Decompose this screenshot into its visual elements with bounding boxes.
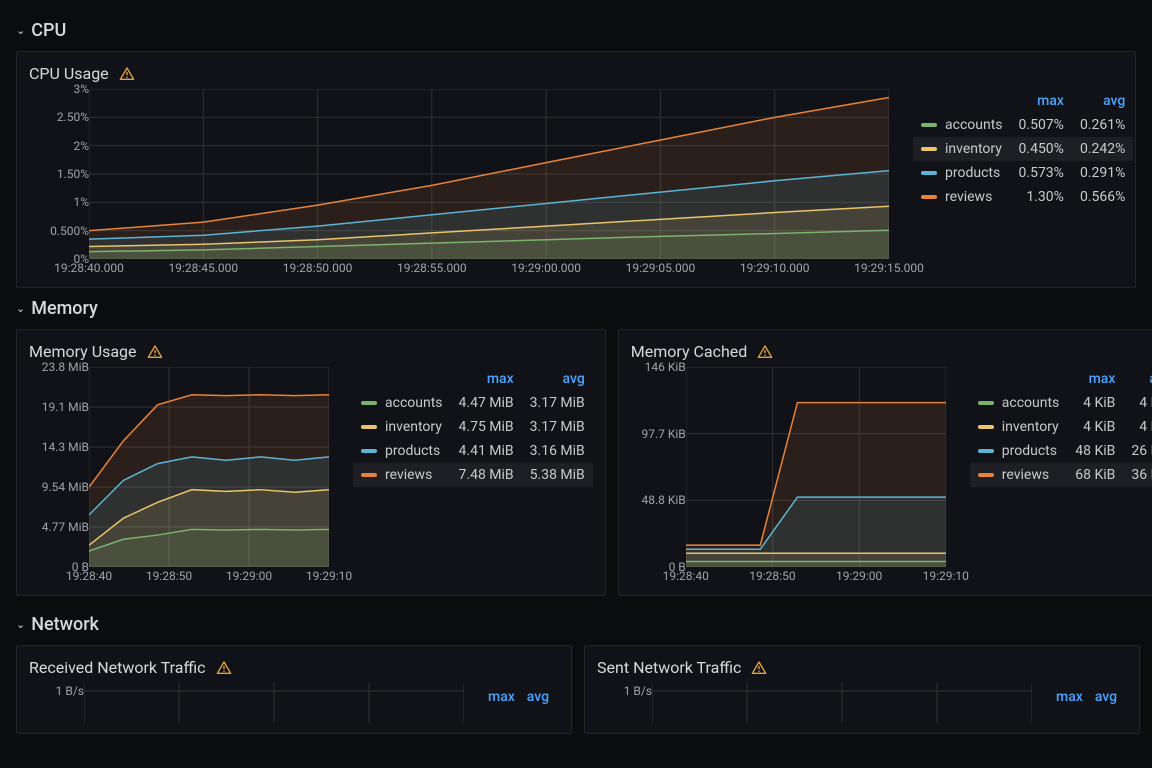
chevron-down-icon: ⌄: [16, 618, 25, 631]
legend-head-avg: avg: [1072, 89, 1133, 113]
x-tick-label: 19:28:40: [66, 569, 112, 583]
section-toggle-network[interactable]: ⌄ Network: [16, 614, 1136, 635]
y-tick-label: 4.77 MiB: [35, 520, 89, 534]
panel-title-text: Received Network Traffic: [29, 658, 206, 677]
legend-head-max: max: [451, 367, 522, 391]
y-tick-label: 3%: [35, 82, 89, 96]
legend-row[interactable]: reviews7.48 MiB5.38 MiB: [353, 463, 593, 487]
net-tx-chart[interactable]: 1 B/s: [597, 683, 1032, 723]
warning-icon[interactable]: [751, 660, 767, 676]
net-rx-chart[interactable]: 1 B/s: [29, 683, 464, 723]
panel-title-text: CPU Usage: [29, 64, 109, 83]
warning-icon[interactable]: [147, 344, 163, 360]
section-title: CPU: [31, 20, 66, 41]
net-rx-legend[interactable]: max avg: [488, 683, 559, 705]
y-tick-label: 1 B/s: [603, 684, 652, 698]
y-tick-label: 1 B/s: [35, 684, 84, 698]
cpu-legend[interactable]: maxavgaccounts0.507%0.261%inventory0.450…: [913, 89, 1133, 209]
x-tick-label: 19:28:45.000: [168, 261, 238, 275]
legend-row[interactable]: reviews1.30%0.566%: [913, 185, 1133, 209]
chevron-down-icon: ⌄: [16, 24, 25, 37]
legend-row[interactable]: products0.573%0.291%: [913, 161, 1133, 185]
y-tick-label: 23.8 MiB: [35, 360, 89, 374]
x-tick-label: 19:29:10.000: [740, 261, 810, 275]
y-tick-label: 2.50%: [35, 110, 89, 124]
x-tick-label: 19:29:15.000: [854, 261, 924, 275]
y-tick-label: 97.7 KiB: [637, 427, 686, 441]
legend-head-avg: avg: [1095, 689, 1117, 705]
x-tick-label: 19:28:50: [749, 569, 795, 583]
cpu-chart[interactable]: 0%0.500%1%1.50%2%2.50%3%19:28:40.00019:2…: [29, 89, 889, 277]
warning-icon[interactable]: [757, 344, 773, 360]
legend-row[interactable]: products4.41 MiB3.16 MiB: [353, 439, 593, 463]
x-tick-label: 19:28:40: [663, 569, 709, 583]
dashboard-page: ⌄ CPU CPU Usage 0%0.500%1%1.50%2%2.50%3%…: [0, 0, 1152, 744]
section-toggle-cpu[interactable]: ⌄ CPU: [16, 20, 1136, 41]
panel-net-tx: Sent Network Traffic 1 B/s max avg: [584, 645, 1140, 734]
y-tick-label: 0.500%: [35, 224, 89, 238]
y-tick-label: 48.8 KiB: [637, 493, 686, 507]
chevron-down-icon: ⌄: [16, 302, 25, 315]
x-tick-label: 19:28:40.000: [54, 261, 124, 275]
y-tick-label: 9.54 MiB: [35, 480, 89, 494]
section-title: Network: [31, 614, 99, 635]
legend-head-avg: avg: [522, 367, 593, 391]
x-tick-label: 19:29:00: [836, 569, 882, 583]
legend-head-max: max: [1011, 89, 1072, 113]
memory-cached-legend[interactable]: maxavgaccounts4 KiB4 KiBinventory4 KiB4 …: [970, 367, 1152, 487]
legend-head-max: max: [1056, 689, 1083, 705]
y-tick-label: 2%: [35, 139, 89, 153]
y-tick-label: 1%: [35, 195, 89, 209]
legend-row[interactable]: inventory4.75 MiB3.17 MiB: [353, 415, 593, 439]
memory-usage-legend[interactable]: maxavgaccounts4.47 MiB3.17 MiBinventory4…: [353, 367, 593, 487]
x-tick-label: 19:29:10: [923, 569, 969, 583]
warning-icon[interactable]: [119, 66, 135, 82]
memory-cached-chart[interactable]: 0 B48.8 KiB97.7 KiB146 KiB19:28:4019:28:…: [631, 367, 946, 585]
x-tick-label: 19:28:50: [146, 569, 192, 583]
warning-icon[interactable]: [216, 660, 232, 676]
legend-row[interactable]: accounts0.507%0.261%: [913, 113, 1133, 137]
net-tx-legend[interactable]: max avg: [1056, 683, 1127, 705]
memory-usage-chart[interactable]: 0 B4.77 MiB9.54 MiB14.3 MiB19.1 MiB23.8 …: [29, 367, 329, 585]
y-tick-label: 19.1 MiB: [35, 400, 89, 414]
legend-head-max: max: [488, 689, 515, 705]
panel-memory-cached: Memory Cached 0 B48.8 KiB97.7 KiB146 KiB…: [618, 329, 1152, 596]
panel-net-rx: Received Network Traffic 1 B/s max avg: [16, 645, 572, 734]
panel-memory-usage: Memory Usage 0 B4.77 MiB9.54 MiB14.3 MiB…: [16, 329, 606, 596]
legend-row[interactable]: reviews68 KiB36 KiB: [970, 463, 1152, 487]
legend-head-avg: avg: [1123, 367, 1152, 391]
legend-head-avg: avg: [527, 689, 549, 705]
panel-title-text: Sent Network Traffic: [597, 658, 741, 677]
section-toggle-memory[interactable]: ⌄ Memory: [16, 298, 1136, 319]
legend-row[interactable]: accounts4 KiB4 KiB: [970, 391, 1152, 415]
legend-head-max: max: [1067, 367, 1123, 391]
y-tick-label: 146 KiB: [637, 360, 686, 374]
legend-row[interactable]: accounts4.47 MiB3.17 MiB: [353, 391, 593, 415]
x-tick-label: 19:28:55.000: [397, 261, 467, 275]
panel-cpu-usage: CPU Usage 0%0.500%1%1.50%2%2.50%3%19:28:…: [16, 51, 1136, 288]
x-tick-label: 19:28:50.000: [283, 261, 353, 275]
y-tick-label: 14.3 MiB: [35, 440, 89, 454]
x-tick-label: 19:29:05.000: [626, 261, 696, 275]
panel-title-text: Memory Usage: [29, 342, 137, 361]
y-tick-label: 1.50%: [35, 167, 89, 181]
x-tick-label: 19:29:00: [226, 569, 272, 583]
x-tick-label: 19:29:00.000: [511, 261, 581, 275]
legend-row[interactable]: inventory0.450%0.242%: [913, 137, 1133, 161]
panel-title-text: Memory Cached: [631, 342, 748, 361]
legend-row[interactable]: inventory4 KiB4 KiB: [970, 415, 1152, 439]
legend-row[interactable]: products48 KiB26 KiB: [970, 439, 1152, 463]
x-tick-label: 19:29:10: [306, 569, 352, 583]
section-title: Memory: [31, 298, 98, 319]
